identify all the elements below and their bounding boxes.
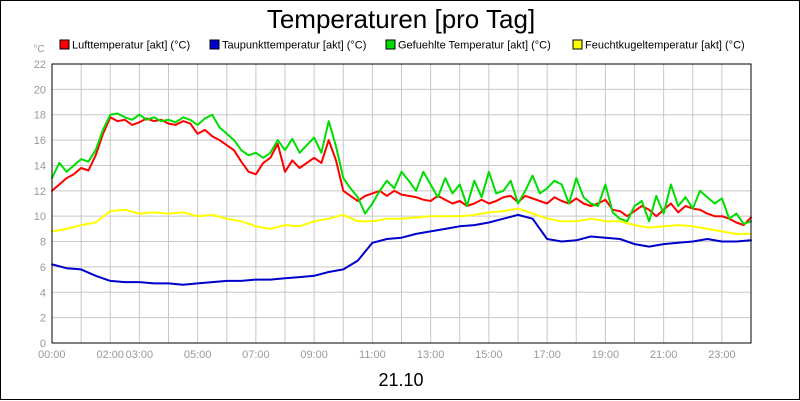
y-tick-label: 16 xyxy=(34,135,46,147)
y-tick-label: 18 xyxy=(34,110,46,122)
x-axis-ticks: 00:00 02:00 03:00 05:00 07:00 09:00 11:00 13:00… xyxy=(38,349,736,361)
legend-swatch-feuchtkugeltemperatur xyxy=(572,39,583,50)
y-tick-label: 14 xyxy=(34,160,46,172)
y-tick-label: 10 xyxy=(34,211,46,223)
x-tick-label: 02:00 xyxy=(96,349,124,361)
chart-title: Temperaturen [pro Tag] xyxy=(267,4,535,34)
legend-swatch-taupunkttemperatur xyxy=(209,39,220,50)
legend-label-gefuehlte-temperatur: Gefuehlte Temperatur [akt] (°C) xyxy=(398,40,551,52)
legend: Lufttemperatur [akt] (°C) Taupunkttemper… xyxy=(59,39,745,52)
date-label: 21.10 xyxy=(378,370,423,390)
legend-swatch-lufttemperatur xyxy=(59,39,70,50)
x-tick-label: 17:00 xyxy=(533,349,561,361)
x-tick-label: 07:00 xyxy=(242,349,270,361)
series-line-taupunkttemperatur xyxy=(51,213,752,286)
y-tick-label: 6 xyxy=(40,262,46,274)
x-tick-label: 19:00 xyxy=(592,349,620,361)
y-tick-label: 12 xyxy=(34,186,46,198)
y-tick-label: 20 xyxy=(34,84,46,96)
x-tick-label: 09:00 xyxy=(300,349,328,361)
x-tick-label: 11:00 xyxy=(359,349,386,361)
x-tick-label: 15:00 xyxy=(475,349,503,361)
series-lines xyxy=(51,112,752,286)
series-line-feuchtkugeltemperatur xyxy=(51,207,752,235)
legend-label-lufttemperatur: Lufttemperatur [akt] (°C) xyxy=(72,40,190,52)
y-tick-label: 8 xyxy=(40,237,46,249)
series-line-gefuehlte-temperatur xyxy=(51,112,752,225)
legend-item-feuchtkugeltemperatur: Feuchtkugeltemperatur [akt] (°C) xyxy=(572,39,745,52)
legend-label-taupunkttemperatur: Taupunkttemperatur [akt] (°C) xyxy=(222,40,366,52)
y-tick-label: 0 xyxy=(40,338,46,350)
legend-item-taupunkttemperatur: Taupunkttemperatur [akt] (°C) xyxy=(209,39,366,52)
legend-label-feuchtkugeltemperatur: Feuchtkugeltemperatur [akt] (°C) xyxy=(585,40,745,52)
legend-swatch-gefuehlte-temperatur xyxy=(385,39,396,50)
x-tick-label: 21:00 xyxy=(650,349,678,361)
grid xyxy=(52,64,751,343)
series-line-lufttemperatur xyxy=(51,116,752,227)
x-tick-label: 05:00 xyxy=(184,349,212,361)
y-axis-unit: °C xyxy=(33,44,44,55)
legend-item-lufttemperatur: Lufttemperatur [akt] (°C) xyxy=(59,39,190,52)
y-axis-ticks: 0 2 4 6 8 10 12 14 16 18 20 22 xyxy=(34,59,46,350)
x-tick-label: 13:00 xyxy=(417,349,445,361)
x-tick-label: 00:00 xyxy=(38,349,66,361)
y-tick-label: 22 xyxy=(34,59,46,71)
plot-area-border xyxy=(51,63,752,344)
y-tick-label: 2 xyxy=(40,313,46,325)
y-tick-label: 4 xyxy=(40,287,46,299)
x-tick-label: 03:00 xyxy=(126,349,154,361)
legend-item-gefuehlte-temperatur: Gefuehlte Temperatur [akt] (°C) xyxy=(385,39,551,52)
x-tick-label: 23:00 xyxy=(708,349,736,361)
